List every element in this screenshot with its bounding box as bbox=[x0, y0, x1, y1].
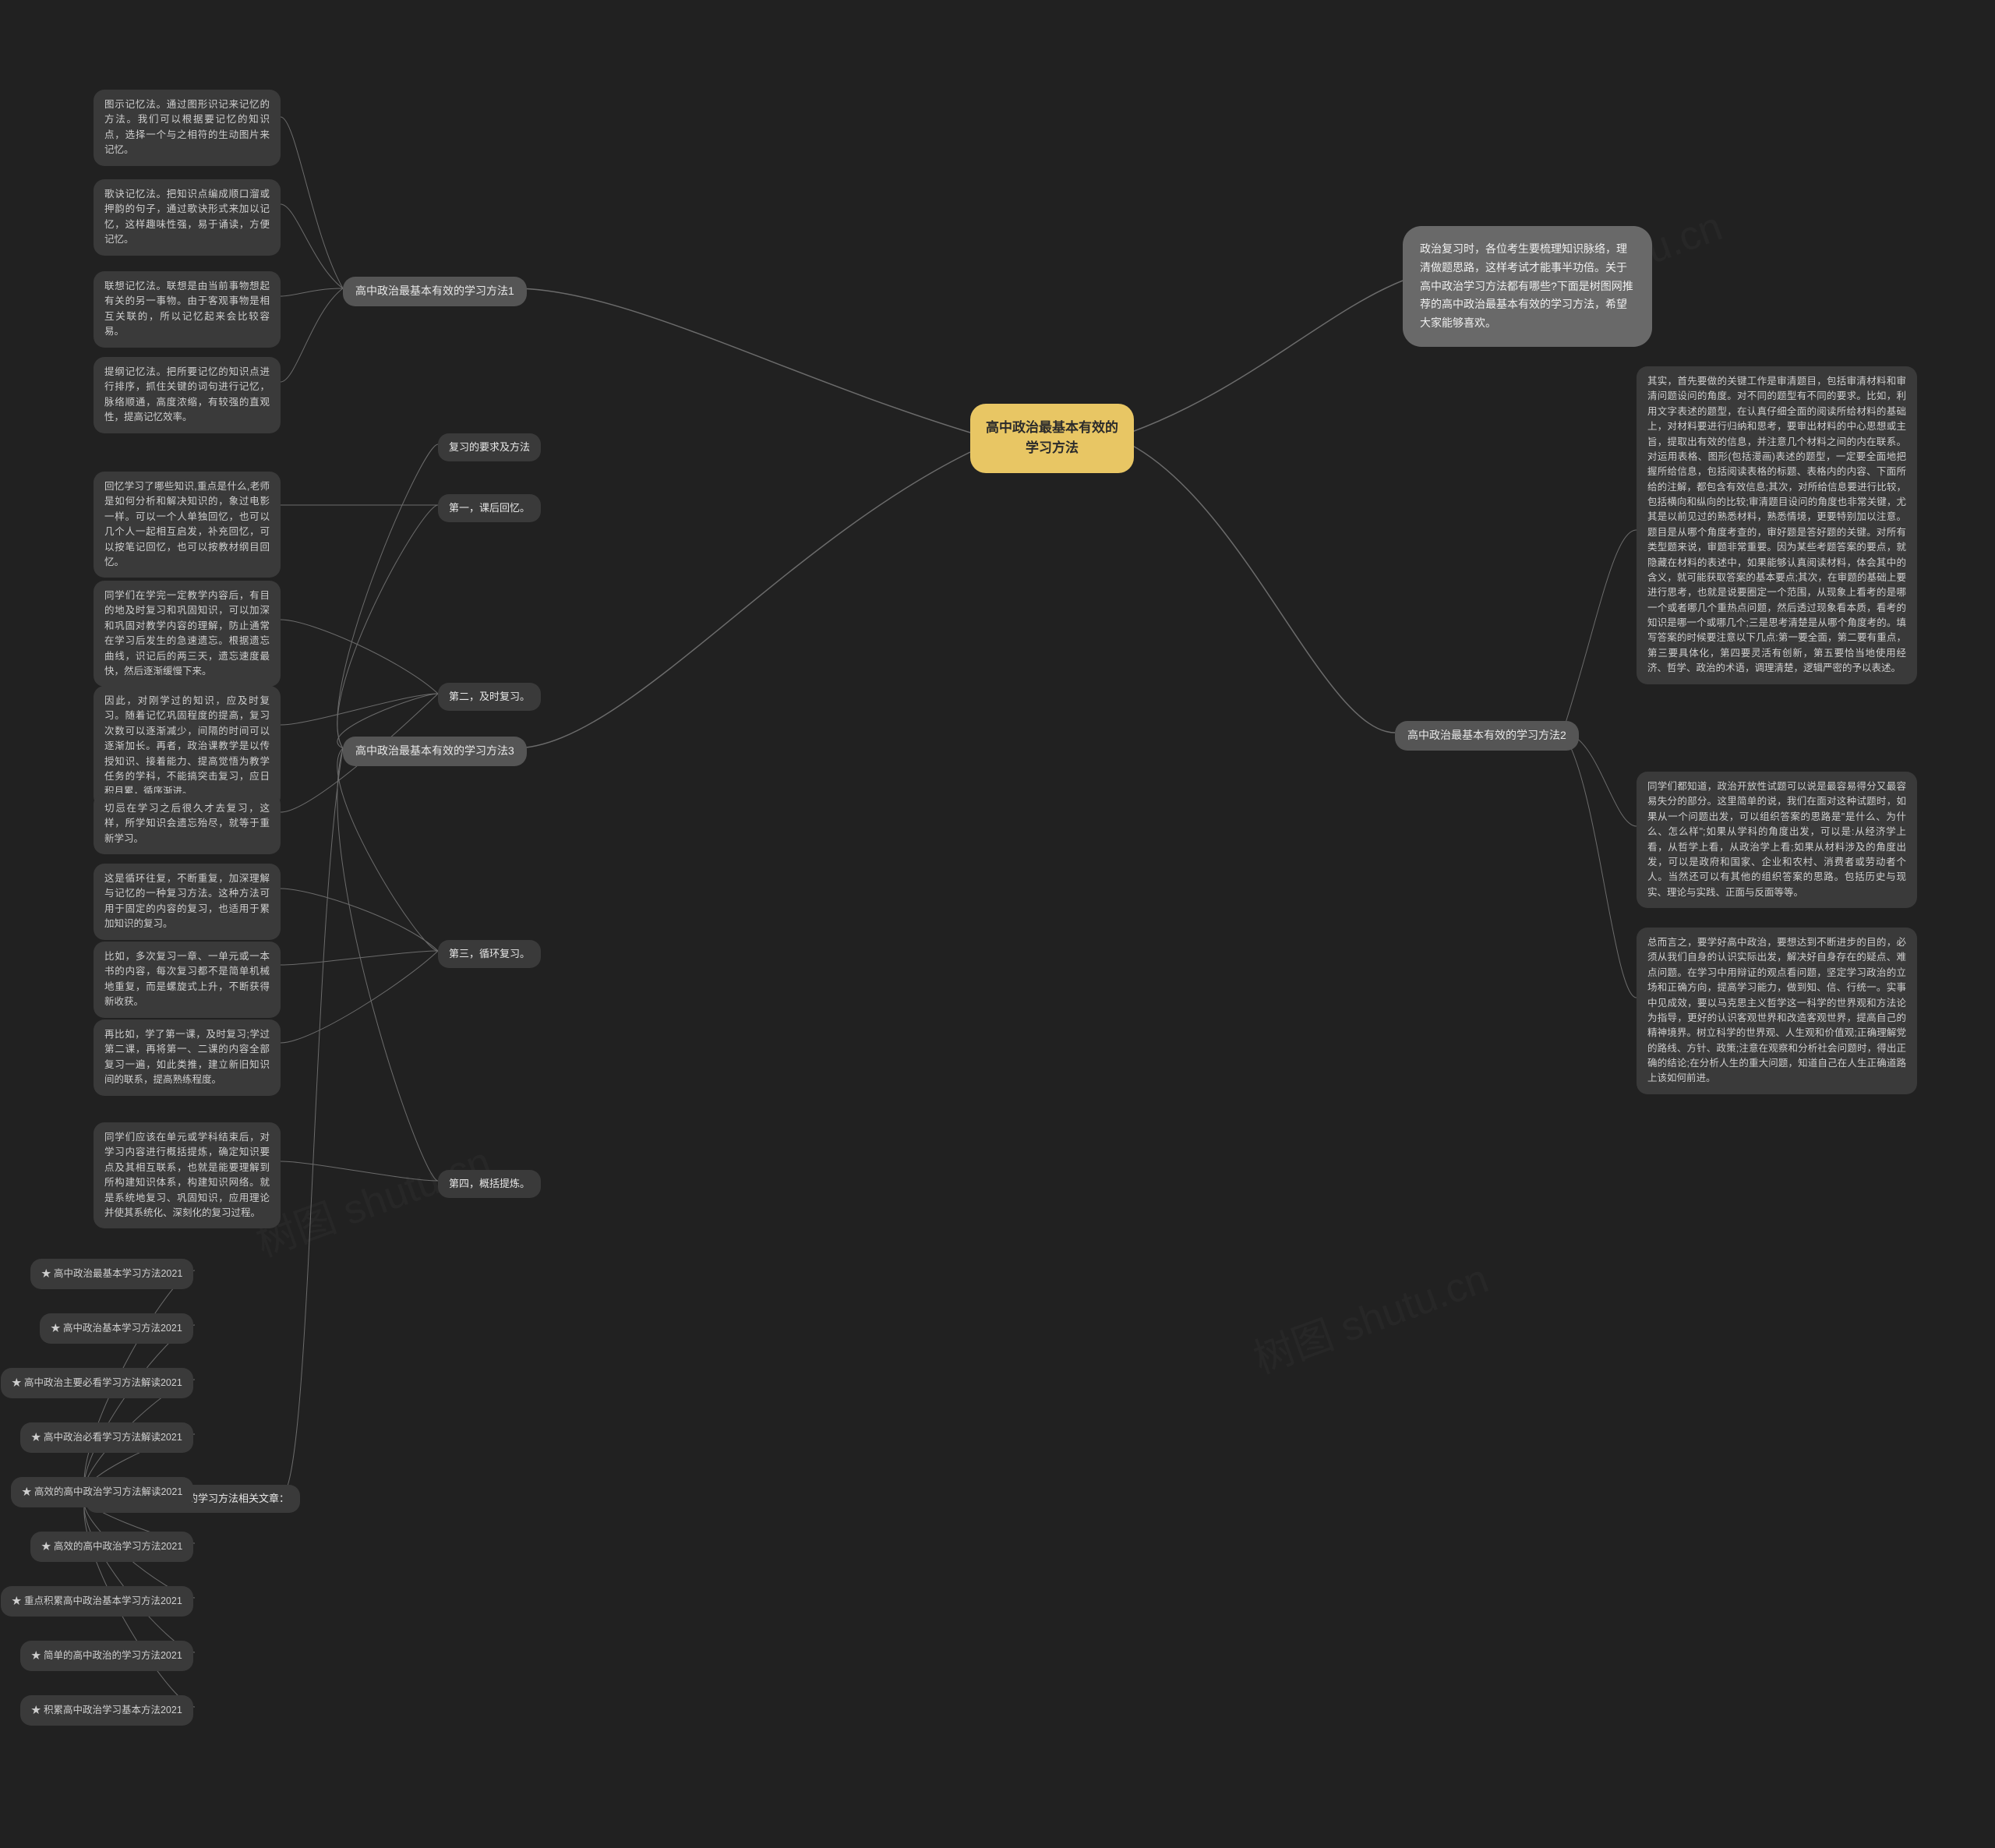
related-link-4[interactable]: ★ 高效的高中政治学习方法解读2021 bbox=[11, 1477, 193, 1507]
branch1-title[interactable]: 高中政治最基本有效的学习方法1 bbox=[343, 277, 527, 306]
related-link-1[interactable]: ★ 高中政治基本学习方法2021 bbox=[40, 1313, 193, 1344]
branch3-sub-0[interactable]: 复习的要求及方法 bbox=[438, 433, 541, 461]
branch3-sub-2[interactable]: 第二，及时复习。 bbox=[438, 683, 541, 711]
branch3-sub4-leaf-0: 同学们应该在单元或学科结束后，对学习内容进行概括提炼，确定知识要点及其相互联系，… bbox=[94, 1122, 281, 1228]
root-node[interactable]: 高中政治最基本有效的学习方法 bbox=[970, 404, 1134, 473]
branch3-sub-4[interactable]: 第四，概括提炼。 bbox=[438, 1170, 541, 1198]
branch3-sub2-leaf-1: 因此，对刚学过的知识，应及时复习。随着记忆巩固程度的提高，复习次数可以逐渐减少，… bbox=[94, 686, 281, 807]
branch1-leaf-3: 提纲记忆法。把所要记忆的知识点进行排序，抓住关键的词句进行记忆，脉络顺通，高度浓… bbox=[94, 357, 281, 433]
branch3-title[interactable]: 高中政治最基本有效的学习方法3 bbox=[343, 737, 527, 766]
branch3-sub2-leaf-2: 切忌在学习之后很久才去复习，这样，所学知识会遗忘殆尽，就等于重新学习。 bbox=[94, 793, 281, 854]
branch1-leaf-0: 图示记忆法。通过图形识记来记忆的方法。我们可以根据要记忆的知识点，选择一个与之相… bbox=[94, 90, 281, 166]
branch2-leaf-2: 总而言之，要学好高中政治，要想达到不断进步的目的，必须从我们自身的认识实际出发，… bbox=[1637, 928, 1917, 1094]
related-link-8[interactable]: ★ 积累高中政治学习基本方法2021 bbox=[20, 1695, 193, 1726]
watermark: 树图 shutu.cn bbox=[1245, 1246, 1495, 1384]
branch3-sub1-leaf-0: 回忆学习了哪些知识,重点是什么,老师是如何分析和解决知识的，象过电影一样。可以一… bbox=[94, 472, 281, 578]
connectors-layer bbox=[0, 0, 1995, 1848]
branch1-leaf-2: 联想记忆法。联想是由当前事物想起有关的另一事物。由于客观事物是相互关联的，所以记… bbox=[94, 271, 281, 348]
branch3-sub3-leaf-2: 再比如，学了第一课，及时复习;学过第二课，再将第一、二课的内容全部复习一遍，如此… bbox=[94, 1019, 281, 1096]
branch3-sub-1[interactable]: 第一，课后回忆。 bbox=[438, 494, 541, 522]
related-link-6[interactable]: ★ 重点积累高中政治基本学习方法2021 bbox=[1, 1586, 193, 1617]
related-link-3[interactable]: ★ 高中政治必看学习方法解读2021 bbox=[20, 1422, 193, 1453]
branch3-sub2-leaf-0: 同学们在学完一定教学内容后，有目的地及时复习和巩固知识，可以加深和巩固对教学内容… bbox=[94, 581, 281, 687]
branch3-sub3-leaf-0: 这是循环往复，不断重复，加深理解与记忆的一种复习方法。这种方法可用于固定的内容的… bbox=[94, 864, 281, 940]
watermark: 树图 shutu.cn bbox=[247, 1129, 498, 1267]
related-link-7[interactable]: ★ 简单的高中政治的学习方法2021 bbox=[20, 1641, 193, 1671]
related-link-2[interactable]: ★ 高中政治主要必看学习方法解读2021 bbox=[1, 1368, 193, 1398]
related-link-5[interactable]: ★ 高效的高中政治学习方法2021 bbox=[30, 1532, 193, 1562]
intro-node: 政治复习时，各位考生要梳理知识脉络，理清做题思路，这样考试才能事半功倍。关于高中… bbox=[1403, 226, 1652, 347]
branch1-leaf-1: 歌诀记忆法。把知识点编成顺口溜或押韵的句子，通过歌诀形式来加以记忆，这样趣味性强… bbox=[94, 179, 281, 256]
branch3-sub-3[interactable]: 第三，循环复习。 bbox=[438, 940, 541, 968]
branch2-leaf-0: 其实，首先要做的关键工作是审清题目，包括审清材料和审清问题设问的角度。对不同的题… bbox=[1637, 366, 1917, 684]
related-link-0[interactable]: ★ 高中政治最基本学习方法2021 bbox=[30, 1259, 193, 1289]
branch2-title[interactable]: 高中政治最基本有效的学习方法2 bbox=[1395, 721, 1579, 751]
branch3-sub3-leaf-1: 比如，多次复习一章、一单元或一本书的内容，每次复习都不是简单机械地重复，而是螺旋… bbox=[94, 942, 281, 1018]
branch2-leaf-1: 同学们都知道，政治开放性试题可以说是最容易得分又最容易失分的部分。这里简单的说，… bbox=[1637, 772, 1917, 908]
